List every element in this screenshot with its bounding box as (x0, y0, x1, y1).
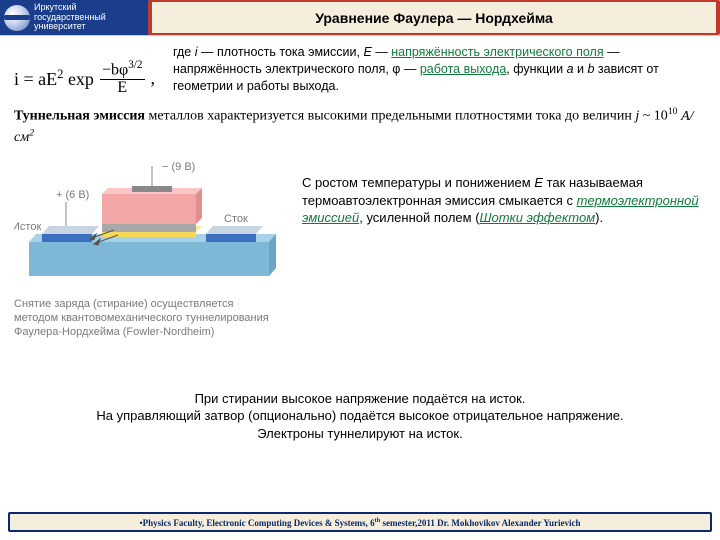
university-logo-block: Иркутский государственный университет (0, 0, 150, 35)
minus-label: − (9 В) (162, 161, 195, 173)
t5: , функции (506, 62, 566, 76)
plus-label: + (6 В) (56, 189, 89, 201)
slide-title: Уравнение Фаулера — Нордхейма (148, 0, 720, 35)
link-work-function[interactable]: работа выхода (420, 62, 506, 76)
r-t3: , усиленной полем ( (359, 210, 479, 225)
bottom-l3: Электроны туннелируют на исток. (34, 425, 686, 443)
tunnel-unit-sup: 2 (29, 127, 34, 138)
tunnel-tilde: ~ 10 (639, 109, 668, 124)
stok-label: Сток (224, 213, 248, 225)
tunnel-rest: металлов характеризуется высокими предел… (145, 109, 635, 124)
bottom-l1: При стирании высокое напряжение подаётся… (34, 390, 686, 408)
logo-text: Иркутский государственный университет (34, 3, 106, 33)
link-field-strength[interactable]: напряжённость электрического поля (391, 45, 603, 59)
r-t1: С ростом температуры и понижением (302, 175, 534, 190)
cap-l1: Снятие заряда (стирание) осуществляется (14, 297, 284, 311)
var-E: E (363, 45, 371, 59)
right-paragraph: С ростом температуры и понижением E так … (302, 160, 706, 227)
diagram-caption: Снятие заряда (стирание) осуществляется … (14, 297, 284, 340)
f-trail: , (151, 66, 156, 90)
footer-t2: semester,2011 Dr. Mokhovikov Alexander Y… (380, 518, 580, 528)
t3: — (372, 45, 391, 59)
f-lhs: i = aE (14, 69, 57, 89)
r-E: E (534, 175, 543, 190)
istok-label: Исток (14, 221, 41, 233)
frac-num-sup: 3/2 (128, 59, 142, 71)
frac-num: −bφ (102, 61, 128, 78)
definition-paragraph: где i — плотность тока эмиссии, E — напр… (173, 44, 706, 95)
tunnel-bold: Туннельная эмиссия (14, 109, 145, 124)
t6: и (574, 62, 588, 76)
footer-bar: •Physics Faculty, Electronic Computing D… (8, 512, 712, 532)
r-t4: ). (595, 210, 603, 225)
footer-t1: •Physics Faculty, Electronic Computing D… (139, 518, 374, 528)
bottom-paragraph: При стирании высокое напряжение подаётся… (14, 390, 706, 443)
link-schottky[interactable]: Шотки эффектом (480, 210, 596, 225)
tunnel-sup: 10 (668, 106, 678, 117)
t1: где (173, 45, 195, 59)
body-region: i = aE2 exp −bφ3/2 E , где i — плотность… (0, 36, 720, 442)
formula-row: i = aE2 exp −bφ3/2 E , где i — плотность… (14, 44, 706, 97)
tunnel-paragraph: Туннельная эмиссия металлов характеризуе… (14, 105, 706, 148)
var-a: a (567, 62, 574, 76)
diagram-row: − (9 В) + (6 В) Исток Сток Снятие заряда… (14, 160, 706, 340)
f-exp: exp (63, 69, 94, 89)
bottom-l2: На управляющий затвор (опционально) пода… (34, 407, 686, 425)
fraction: −bφ3/2 E (100, 60, 145, 97)
cap-l2: методом квантовомеханического туннелиров… (14, 311, 284, 325)
logo-icon (4, 5, 30, 31)
formula: i = aE2 exp −bφ3/2 E , (14, 44, 155, 97)
diagram-column: − (9 В) + (6 В) Исток Сток Снятие заряда… (14, 160, 284, 340)
t2: — плотность тока эмиссии, (198, 45, 364, 59)
frac-den: E (117, 80, 127, 97)
cap-l3: Фаулера-Нордхейма (Fowler-Nordheim) (14, 325, 284, 339)
header-bar: Иркутский государственный университет Ур… (0, 0, 720, 36)
transistor-diagram: − (9 В) + (6 В) Исток Сток (14, 160, 284, 290)
logo-line3: университет (34, 22, 106, 32)
